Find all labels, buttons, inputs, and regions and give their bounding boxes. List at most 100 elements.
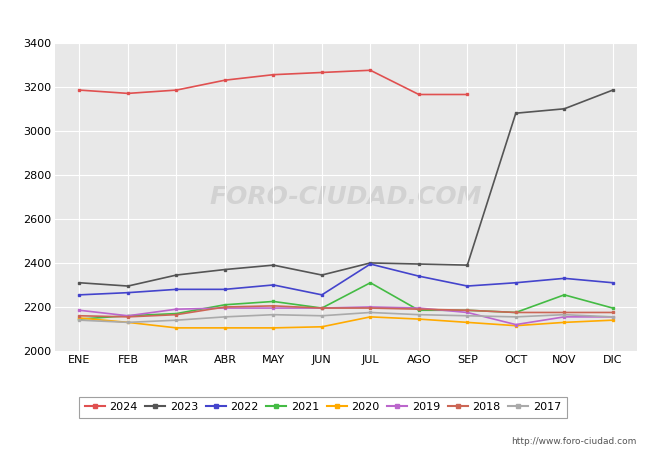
2019: [512, 322, 520, 327]
2023: [415, 261, 422, 267]
Line: 2020: 2020: [78, 315, 614, 329]
2018: [560, 310, 568, 315]
2019: [124, 313, 132, 319]
2019: [221, 306, 229, 311]
2022: [75, 292, 83, 297]
2017: [221, 314, 229, 319]
2023: [609, 87, 617, 93]
2024: [415, 92, 422, 97]
2019: [415, 306, 422, 311]
2023: [270, 262, 278, 268]
2021: [560, 292, 568, 297]
2021: [270, 299, 278, 304]
2018: [318, 306, 326, 311]
2024: [318, 70, 326, 75]
2020: [512, 323, 520, 328]
2021: [463, 307, 471, 313]
Line: 2023: 2023: [78, 89, 614, 288]
2017: [463, 313, 471, 319]
2024: [221, 77, 229, 83]
2017: [560, 312, 568, 317]
2022: [367, 261, 374, 267]
2023: [75, 280, 83, 285]
2021: [415, 307, 422, 313]
2017: [270, 312, 278, 317]
Line: 2017: 2017: [78, 311, 614, 324]
2024: [463, 92, 471, 97]
2021: [512, 310, 520, 315]
2017: [318, 313, 326, 319]
2020: [609, 318, 617, 323]
2024: [270, 72, 278, 77]
2020: [463, 320, 471, 325]
2024: [75, 87, 83, 93]
2021: [318, 306, 326, 311]
2020: [172, 325, 180, 331]
2021: [124, 313, 132, 319]
2022: [318, 292, 326, 297]
2022: [609, 280, 617, 285]
Text: FORO-CIUDAD.COM: FORO-CIUDAD.COM: [210, 185, 482, 209]
2022: [172, 287, 180, 292]
2019: [463, 310, 471, 315]
Text: http://www.foro-ciudad.com: http://www.foro-ciudad.com: [512, 436, 637, 446]
2018: [270, 303, 278, 309]
2023: [367, 260, 374, 265]
2020: [75, 315, 83, 321]
2020: [221, 325, 229, 331]
2020: [270, 325, 278, 331]
2024: [124, 91, 132, 96]
2022: [512, 280, 520, 285]
Line: 2018: 2018: [78, 305, 614, 318]
2018: [124, 314, 132, 319]
2019: [172, 306, 180, 312]
Line: 2024: 2024: [78, 69, 469, 96]
2020: [124, 320, 132, 325]
2019: [270, 306, 278, 311]
2018: [415, 306, 422, 312]
2024: [367, 68, 374, 73]
2017: [367, 310, 374, 315]
2023: [560, 106, 568, 112]
2022: [463, 284, 471, 289]
2023: [124, 284, 132, 289]
2023: [318, 272, 326, 278]
2021: [609, 306, 617, 311]
2018: [367, 306, 374, 311]
2018: [609, 310, 617, 315]
Legend: 2024, 2023, 2022, 2021, 2020, 2019, 2018, 2017: 2024, 2023, 2022, 2021, 2020, 2019, 2018…: [79, 396, 567, 418]
2022: [415, 274, 422, 279]
2017: [75, 318, 83, 323]
2022: [560, 276, 568, 281]
2019: [609, 314, 617, 319]
2021: [75, 316, 83, 322]
2020: [318, 324, 326, 329]
Line: 2021: 2021: [78, 281, 614, 320]
2023: [221, 267, 229, 272]
2017: [172, 318, 180, 323]
2020: [560, 320, 568, 325]
2018: [221, 304, 229, 310]
2023: [463, 262, 471, 268]
2024: [172, 87, 180, 93]
Line: 2022: 2022: [78, 263, 614, 296]
Text: Afiliados en Tremp a 30/9/2024: Afiliados en Tremp a 30/9/2024: [196, 10, 454, 28]
2020: [367, 314, 374, 319]
2021: [221, 302, 229, 307]
2020: [415, 316, 422, 322]
2021: [367, 280, 374, 285]
2017: [609, 314, 617, 319]
2023: [512, 111, 520, 116]
2017: [512, 314, 520, 319]
Line: 2019: 2019: [78, 306, 614, 326]
2021: [172, 311, 180, 316]
2018: [463, 307, 471, 313]
2019: [560, 314, 568, 319]
2019: [367, 304, 374, 310]
2019: [318, 306, 326, 311]
2022: [124, 290, 132, 295]
2017: [415, 312, 422, 317]
2022: [221, 287, 229, 292]
2018: [512, 310, 520, 315]
2022: [270, 282, 278, 288]
